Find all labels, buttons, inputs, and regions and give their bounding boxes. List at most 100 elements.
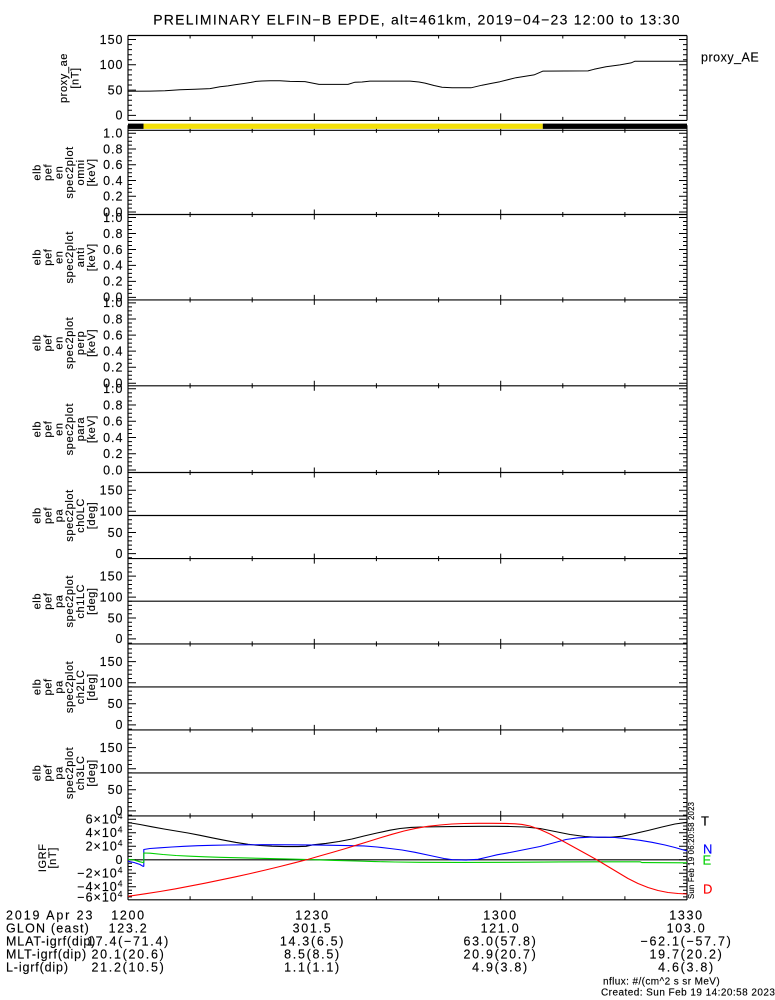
svg-text:[deg]: [deg] [86,502,98,529]
svg-text:4×104: 4×104 [86,825,124,841]
svg-text:150: 150 [100,655,124,669]
svg-text:6×104: 6×104 [86,811,124,827]
svg-text:spec2plot: spec2plot [64,231,76,284]
svg-text:en: en [54,336,66,349]
svg-text:[keV]: [keV] [86,158,98,186]
svg-text:0.4: 0.4 [103,344,123,358]
svg-text:0.8: 0.8 [103,312,123,326]
svg-text:[nT]: [nT] [47,847,59,868]
svg-text:20.9(20.7): 20.9(20.7) [464,948,538,962]
svg-text:103.0: 103.0 [667,922,707,936]
svg-text:PRELIMINARY ELFIN−B EPDE, alt=: PRELIMINARY ELFIN−B EPDE, alt=461km, 201… [153,12,681,28]
svg-text:[nT]: [nT] [69,67,81,88]
svg-text:0: 0 [116,547,124,561]
svg-text:−4×104: −4×104 [77,879,123,895]
svg-text:ch0LC: ch0LC [75,498,87,533]
svg-text:pef: pef [43,592,55,609]
svg-text:0.6: 0.6 [103,415,123,429]
svg-text:0: 0 [116,718,124,732]
svg-text:1.0: 1.0 [103,296,123,310]
svg-text:E: E [703,853,712,868]
svg-text:pa: pa [54,594,66,608]
svg-text:elb: elb [31,164,43,180]
svg-text:ch1LC: ch1LC [75,584,87,619]
svg-text:elb: elb [31,249,43,265]
svg-text:elb: elb [31,765,43,781]
svg-text:ch2LC: ch2LC [75,670,87,705]
svg-text:GLON (east): GLON (east) [6,922,90,936]
svg-text:0: 0 [116,632,124,646]
svg-text:0.4: 0.4 [103,431,123,445]
svg-text:en: en [54,250,66,263]
svg-text:[keV]: [keV] [86,415,98,443]
svg-text:1.0: 1.0 [103,127,123,141]
svg-text:pef: pef [43,678,55,695]
svg-text:0.6: 0.6 [103,243,123,257]
svg-text:1.0: 1.0 [103,382,123,396]
svg-text:−2×104: −2×104 [77,865,123,881]
svg-text:proxy_ae: proxy_ae [58,53,70,103]
svg-text:150: 150 [100,33,124,47]
svg-text:100: 100 [100,505,124,519]
svg-text:0.4: 0.4 [103,259,123,273]
svg-text:0.2: 0.2 [103,447,123,461]
svg-text:50: 50 [108,783,124,797]
svg-text:0.4: 0.4 [103,174,123,188]
svg-text:pef: pef [43,764,55,781]
svg-text:14.3(6.5): 14.3(6.5) [280,935,345,949]
svg-text:0.0: 0.0 [103,205,123,219]
svg-text:MLT-igrf(dip): MLT-igrf(dip) [6,948,87,962]
svg-text:elb: elb [31,593,43,609]
svg-text:0.8: 0.8 [103,227,123,241]
svg-text:0.8: 0.8 [103,142,123,156]
svg-text:spec2plot: spec2plot [64,575,76,628]
svg-text:0.2: 0.2 [103,361,123,375]
svg-text:1200: 1200 [111,909,146,923]
svg-text:1300: 1300 [483,909,518,923]
svg-text:pa: pa [54,680,66,694]
svg-text:50: 50 [108,697,124,711]
svg-text:301.5: 301.5 [293,922,333,936]
svg-text:4.9(3.8): 4.9(3.8) [472,961,529,975]
svg-text:[keV]: [keV] [86,243,98,271]
svg-text:Sun Feb 19 06:20:58 2023: Sun Feb 19 06:20:58 2023 [687,802,696,899]
svg-text:4.6(3.8): 4.6(3.8) [658,961,715,975]
svg-text:MLAT-igrf(dip): MLAT-igrf(dip) [6,935,96,949]
svg-text:2×104: 2×104 [86,838,124,854]
svg-text:50: 50 [108,526,124,540]
svg-text:[deg]: [deg] [86,759,98,786]
svg-text:121.0: 121.0 [481,922,521,936]
svg-text:0.6: 0.6 [103,328,123,342]
svg-text:0.0: 0.0 [103,291,123,305]
svg-text:pef: pef [43,334,55,351]
svg-text:nflux: #/(cm^2 s sr MeV): nflux: #/(cm^2 s sr MeV) [603,977,720,988]
svg-text:8.5(8.5): 8.5(8.5) [284,948,341,962]
svg-text:spec2plot: spec2plot [64,661,76,714]
svg-text:100: 100 [100,762,124,776]
svg-text:50: 50 [108,611,124,625]
svg-text:−6×104: −6×104 [77,889,123,905]
svg-text:spec2plot: spec2plot [64,489,76,542]
svg-text:0: 0 [116,853,124,867]
svg-text:L-igrf(dip): L-igrf(dip) [6,961,69,975]
svg-text:150: 150 [100,569,124,583]
svg-text:0.0: 0.0 [103,377,123,391]
svg-text:proxy_AE: proxy_AE [701,51,759,65]
svg-text:123.2: 123.2 [109,922,149,936]
svg-text:[keV]: [keV] [86,329,98,357]
svg-text:0.6: 0.6 [103,158,123,172]
svg-text:1.0: 1.0 [103,211,123,225]
svg-text:100: 100 [100,58,124,72]
svg-text:spec2plot: spec2plot [64,403,76,456]
svg-text:elb: elb [31,507,43,523]
svg-text:Created: Sun Feb 19 14:20:58 2: Created: Sun Feb 19 14:20:58 2023 [601,988,775,999]
svg-text:0.2: 0.2 [103,275,123,289]
svg-text:anti: anti [75,247,87,267]
svg-text:−62.1(−57.7): −62.1(−57.7) [641,935,733,949]
svg-text:21.2(10.5): 21.2(10.5) [92,961,166,975]
svg-text:100: 100 [100,676,124,690]
svg-text:en: en [54,166,66,179]
svg-text:2019 Apr 23: 2019 Apr 23 [6,909,94,923]
svg-text:[deg]: [deg] [86,587,98,614]
svg-text:20.1(20.6): 20.1(20.6) [92,948,166,962]
